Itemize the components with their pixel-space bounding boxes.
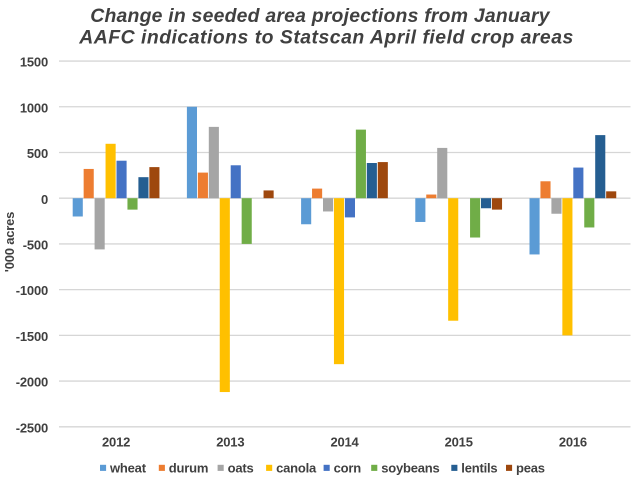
- svg-text:1500: 1500: [20, 55, 48, 70]
- svg-text:durum: durum: [169, 461, 208, 476]
- svg-text:-500: -500: [23, 238, 48, 253]
- svg-text:peas: peas: [516, 461, 545, 476]
- svg-text:-1500: -1500: [16, 329, 48, 344]
- svg-text:lentils: lentils: [461, 461, 497, 476]
- svg-text:oats: oats: [228, 461, 254, 476]
- svg-text:Change in seeded area projecti: Change in seeded area projections from J…: [90, 5, 550, 27]
- svg-text:canola: canola: [276, 461, 317, 476]
- svg-text:2016: 2016: [559, 435, 587, 450]
- svg-text:0: 0: [41, 192, 48, 207]
- svg-text:1000: 1000: [20, 100, 48, 115]
- svg-text:corn: corn: [334, 461, 362, 476]
- svg-text:2012: 2012: [102, 435, 130, 450]
- svg-text:2015: 2015: [445, 435, 473, 450]
- svg-text:-2500: -2500: [16, 420, 48, 435]
- svg-text:500: 500: [27, 146, 48, 161]
- svg-text:soybeans: soybeans: [381, 461, 439, 476]
- svg-text:-2000: -2000: [16, 375, 48, 390]
- svg-text:2013: 2013: [216, 435, 244, 450]
- svg-text:'000 acres: '000 acres: [2, 212, 17, 272]
- svg-text:2014: 2014: [330, 435, 359, 450]
- svg-text:AAFC indications to Statscan A: AAFC indications to Statscan April field…: [78, 26, 574, 48]
- svg-text:wheat: wheat: [109, 461, 147, 476]
- svg-text:-1000: -1000: [16, 283, 48, 298]
